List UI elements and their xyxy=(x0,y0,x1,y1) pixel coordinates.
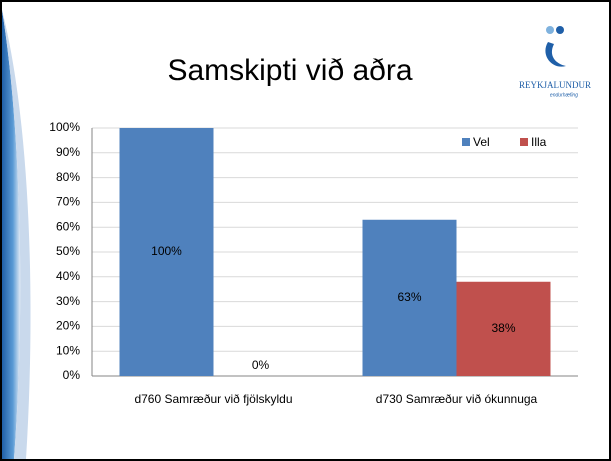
legend-label: Illa xyxy=(531,135,547,149)
y-tick-label: 100% xyxy=(49,120,80,134)
bar xyxy=(456,281,551,376)
y-tick-label: 40% xyxy=(56,269,80,283)
chart-title: Samskipti við aðra xyxy=(167,54,412,87)
logo-swirl xyxy=(545,42,566,67)
y-tick-label: 70% xyxy=(56,195,80,209)
legend-swatch xyxy=(520,138,528,146)
value-label: 63% xyxy=(397,290,421,304)
logo-tagline: endurhæfing xyxy=(550,92,578,98)
x-tick-label: d760 Samræður við fjölskyldu xyxy=(134,392,292,406)
y-tick-label: 20% xyxy=(56,319,80,333)
y-tick-label: 30% xyxy=(56,294,80,308)
y-tick-label: 10% xyxy=(56,343,80,357)
y-tick-label: 90% xyxy=(56,145,80,159)
logo: REYKJALUNDUR endurhæfing xyxy=(519,26,591,98)
value-label: 38% xyxy=(491,321,515,335)
bar xyxy=(362,219,457,376)
swoosh-light xyxy=(2,10,31,459)
logo-dot xyxy=(556,26,564,34)
y-tick-label: 0% xyxy=(63,368,81,382)
swoosh xyxy=(2,10,21,459)
y-tick-label: 60% xyxy=(56,219,80,233)
legend-label: Vel xyxy=(473,135,490,149)
value-label: 100% xyxy=(151,244,182,258)
x-tick-label: d730 Samræður við ókunnuga xyxy=(376,392,538,406)
logo-dot xyxy=(546,26,554,34)
bar xyxy=(119,128,214,376)
value-label: 0% xyxy=(252,358,270,372)
logo-name: REYKJALUNDUR xyxy=(519,80,591,90)
y-tick-label: 80% xyxy=(56,170,80,184)
legend-swatch xyxy=(462,138,470,146)
y-tick-label: 50% xyxy=(56,244,80,258)
